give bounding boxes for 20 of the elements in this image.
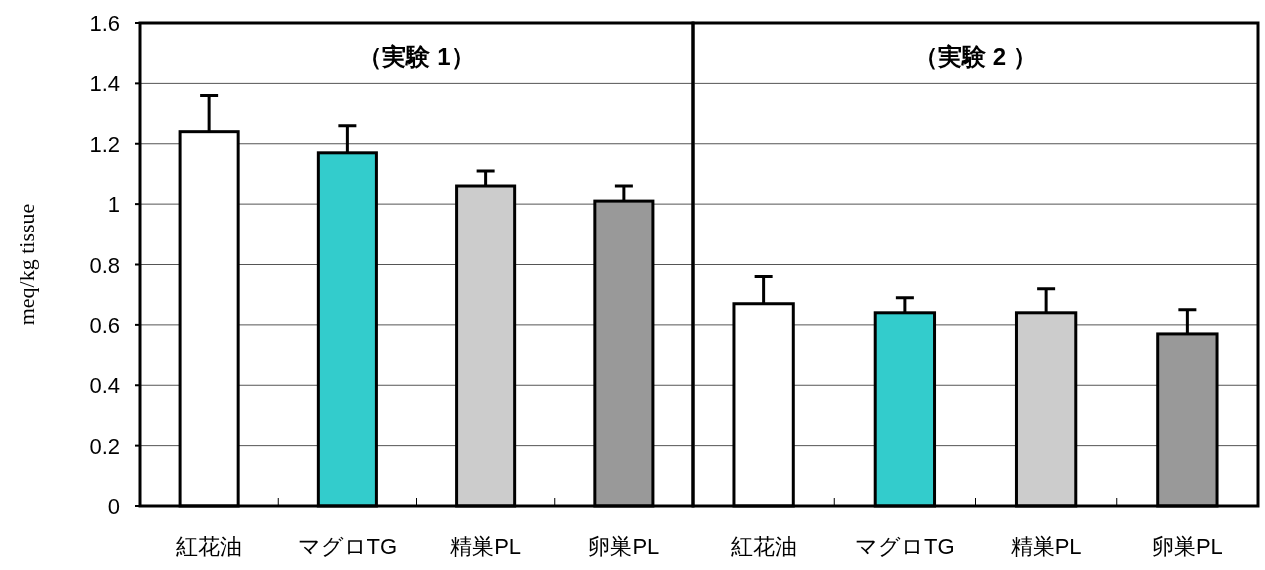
y-tick-label: 1.6 (89, 11, 120, 36)
x-tick-label: マグロTG (297, 534, 398, 559)
text: （実験 1） (358, 43, 475, 70)
y-tick-label: 0.4 (89, 373, 120, 399)
x-tick-label: 卵巣PL (1151, 534, 1223, 559)
x-tick-label: 紅花油 (730, 534, 797, 559)
text: （実験 2 ） (914, 43, 1037, 70)
y-axis-title: meq/kg tissue (14, 203, 39, 326)
x-tick-label: 精巣PL (1010, 534, 1082, 559)
y-tick-label: 0.6 (89, 312, 120, 338)
y-tick-label: 1.2 (89, 131, 120, 157)
y-tick-label: 0.8 (89, 252, 120, 278)
x-tick-label: 紅花油 (176, 534, 243, 559)
x-tick-label: 精巣PL (450, 534, 522, 559)
y-tick-label: 0.2 (89, 433, 120, 459)
y-tick-label: 1.4 (89, 71, 120, 97)
y-tick-label: 0 (107, 494, 120, 519)
x-tick-label: マグロTG (855, 534, 955, 559)
y-tick-label: 1 (107, 192, 120, 218)
x-tick-label: 卵巣PL (588, 534, 660, 559)
